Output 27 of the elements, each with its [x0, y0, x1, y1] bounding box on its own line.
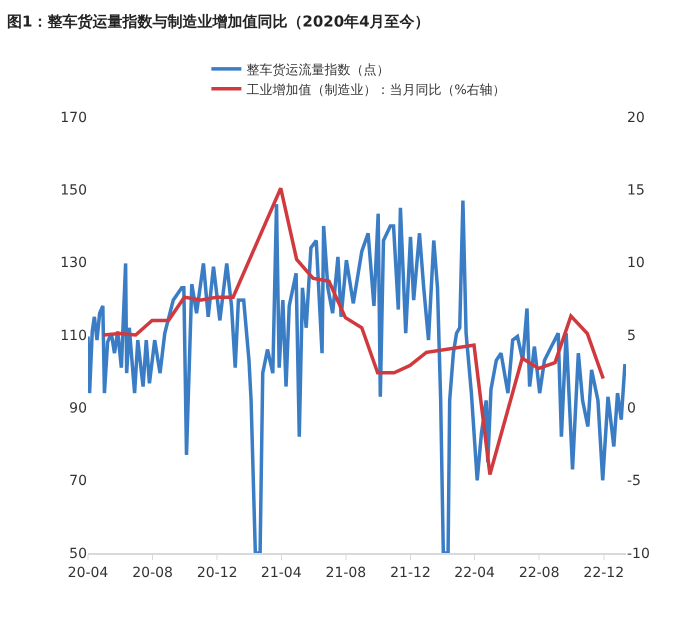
y-tick-label: 150 [60, 182, 87, 199]
y2-tick-label: -10 [627, 546, 650, 562]
x-tick-label: 22-08 [518, 564, 560, 581]
y2-tick-label: -5 [627, 473, 641, 490]
x-tick-label: 21-12 [390, 564, 431, 581]
y-tick-label: 130 [60, 255, 87, 272]
y-tick-label: 90 [69, 400, 87, 417]
x-tick-label: 21-08 [326, 564, 366, 581]
x-tick-label: 20-08 [132, 564, 173, 581]
x-tick-label: 20-04 [68, 564, 108, 581]
x-tick-label: 20-12 [196, 564, 238, 581]
y-tick-label: 70 [69, 473, 87, 490]
y2-tick-label: 0 [627, 400, 636, 417]
x-tick-label: 22-12 [583, 564, 624, 581]
y-tick-label: 50 [69, 546, 87, 562]
x-tick-label: 22-04 [454, 564, 495, 581]
y2-tick-label: 5 [627, 328, 636, 344]
y2-tick-label: 15 [627, 182, 645, 199]
y-tick-label: 110 [60, 328, 87, 344]
y-tick-label: 170 [60, 110, 87, 126]
y2-tick-label: 20 [627, 110, 645, 126]
legend-label: 整车货运流量指数（点） [246, 62, 390, 78]
line-series [102, 186, 605, 476]
chart-title: 图1：整车货运量指数与制造业增加值同比（2020年4月至今） [7, 12, 430, 30]
x-tick-label: 21-04 [260, 564, 302, 581]
y2-tick-label: 10 [627, 255, 645, 272]
legend-label: 工业增加值（制造业）：当月同比（%右轴） [246, 82, 506, 98]
